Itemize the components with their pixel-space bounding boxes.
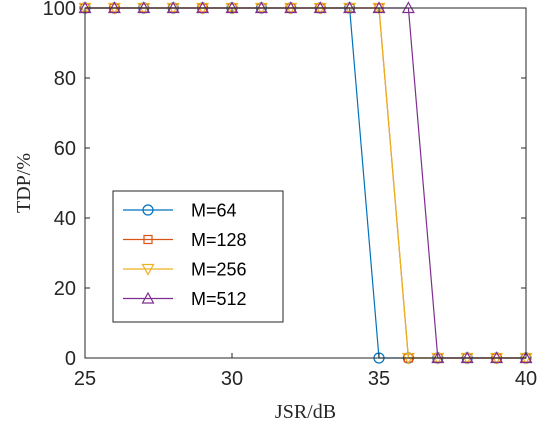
legend-marker [141, 263, 155, 276]
y-tick-label: 20 [54, 278, 76, 300]
y-axis-label: TDP/% [13, 153, 35, 213]
y-tick-label: 100 [43, 0, 76, 20]
plot-frame [84, 7, 527, 359]
x-axis-label: JSR/dB [275, 401, 336, 423]
legend-label: M=512 [191, 289, 247, 309]
legend: M=64 M=128 M=256 M=512 [112, 190, 284, 323]
legend-label: M=128 [191, 230, 247, 250]
legend-label: M=64 [191, 201, 237, 221]
y-tick-label: 80 [54, 68, 76, 90]
x-tick-label: 30 [221, 368, 243, 390]
y-tick-label: 60 [54, 138, 76, 160]
legend-marker [141, 291, 155, 304]
x-tick-label: 25 [74, 368, 96, 390]
legend-item: M=128 [123, 230, 247, 250]
legend-item: M=512 [123, 289, 247, 309]
x-tick-label: 35 [368, 368, 390, 390]
legend-marker [142, 204, 154, 216]
legend-item: M=64 [123, 201, 237, 221]
x-tick-label: 40 [515, 368, 537, 390]
legend-box [112, 190, 284, 323]
legend-item: M=256 [123, 260, 247, 280]
legend-label: M=256 [191, 260, 247, 280]
legend-marker [143, 234, 153, 245]
y-tick-label: 40 [54, 208, 76, 230]
ticks-layer: 25 30 35 40 0 20 40 60 80 100 [43, 0, 538, 390]
y-tick-label: 0 [65, 348, 76, 370]
